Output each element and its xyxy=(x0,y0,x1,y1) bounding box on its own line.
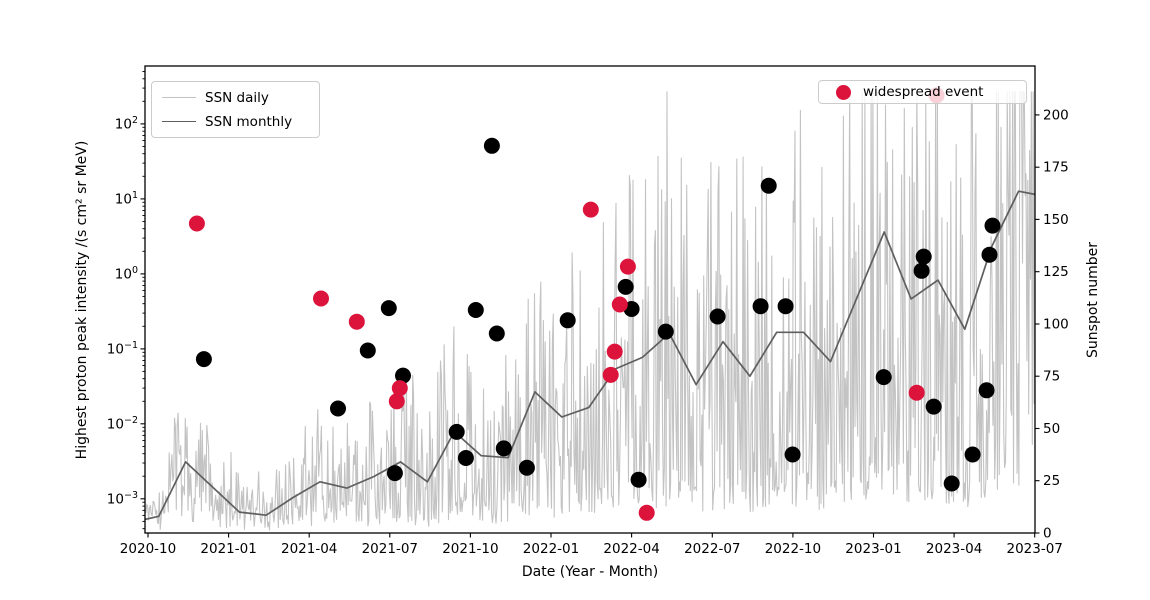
proton-event-dot xyxy=(925,398,942,415)
legend-label-widespread-event: widespread event xyxy=(863,84,984,100)
legend-line-series: SSN daily SSN monthly xyxy=(151,81,320,138)
y-axis-label-right: Sunspot number xyxy=(1085,242,1101,358)
y-right-tick-label: 150 xyxy=(1043,212,1069,228)
proton-event-dot xyxy=(448,423,465,440)
proton-event-dot xyxy=(784,446,801,463)
legend-label-ssn-daily: SSN daily xyxy=(205,89,269,106)
widespread-event-dot xyxy=(908,384,925,401)
widespread-event-dot xyxy=(638,504,655,521)
proton-event-dot xyxy=(380,300,397,317)
x-tick-label: 2022-01 xyxy=(523,541,579,557)
proton-event-dot xyxy=(483,137,500,154)
widespread-event-dot xyxy=(188,215,205,232)
y-right-tick-label: 125 xyxy=(1043,264,1069,280)
proton-event-dot xyxy=(760,177,777,194)
proton-event-dot xyxy=(495,440,512,457)
proton-event-dot xyxy=(617,278,634,295)
proton-event-dot xyxy=(559,312,576,329)
x-tick-label: 2023-01 xyxy=(845,541,901,557)
proton-event-dot xyxy=(913,262,930,279)
y-left-tick-label: 10−1 xyxy=(107,340,138,358)
y-left-tick-label: 10−3 xyxy=(107,490,138,508)
proton-event-dot xyxy=(488,325,505,342)
y-right-tick-label: 200 xyxy=(1043,107,1069,123)
widespread-event-dot xyxy=(619,258,636,275)
y-axis-label-left: Highest proton peak intensity /(s cm² sr… xyxy=(74,140,90,460)
x-tick-label: 2020-10 xyxy=(120,541,176,557)
legend-entry-ssn-monthly: SSN monthly xyxy=(162,113,309,130)
y-left-tick-label: 10−2 xyxy=(107,415,138,433)
proton-event-dot xyxy=(984,217,1001,234)
proton-event-dot xyxy=(964,446,981,463)
widespread-event-dot xyxy=(391,380,408,397)
y-left-tick-label: 101 xyxy=(115,190,138,208)
y-right-tick-label: 75 xyxy=(1043,369,1060,385)
proton-event-dot xyxy=(330,400,346,417)
legend-label-ssn-monthly: SSN monthly xyxy=(205,113,293,130)
x-tick-label: 2021-07 xyxy=(362,541,418,557)
proton-event-dot xyxy=(386,465,403,482)
widespread-event-dot xyxy=(388,393,405,410)
y-left-tick-label: 102 xyxy=(115,115,138,133)
y-right-tick-label: 25 xyxy=(1043,473,1060,489)
ssn-monthly-line-swatch xyxy=(162,121,196,122)
proton-event-dot xyxy=(709,308,726,325)
x-tick-label: 2023-07 xyxy=(1006,541,1062,557)
widespread-event-dot xyxy=(602,366,619,383)
x-tick-label: 2021-01 xyxy=(200,541,256,557)
widespread-event-dot xyxy=(606,343,623,360)
proton-event-dot xyxy=(981,246,998,263)
proton-event-dot xyxy=(395,367,411,384)
proton-event-dot xyxy=(467,302,484,318)
proton-event-dot xyxy=(915,248,932,265)
x-tick-label: 2022-04 xyxy=(603,541,659,557)
x-tick-label: 2022-07 xyxy=(684,541,740,557)
proton-event-dot xyxy=(777,298,794,315)
proton-event-dot xyxy=(195,351,212,368)
proton-event-dot xyxy=(630,471,647,488)
widespread-event-dot xyxy=(582,201,599,218)
widespread-event-dot xyxy=(348,313,365,330)
y-right-tick-label: 50 xyxy=(1043,421,1060,437)
x-tick-label: 2021-04 xyxy=(281,541,337,557)
y-left-tick-label: 100 xyxy=(115,265,138,283)
x-tick-label: 2021-10 xyxy=(442,541,498,557)
x-axis-label: Date (Year - Month) xyxy=(521,564,659,580)
ssn-daily-line xyxy=(145,91,1035,531)
x-tick-label: 2023-04 xyxy=(926,541,982,557)
y-right-tick-label: 175 xyxy=(1043,160,1069,176)
plot-frame xyxy=(144,65,1036,534)
proton-event-dot xyxy=(457,450,474,466)
proton-event-dot xyxy=(978,382,995,399)
proton-event-dot xyxy=(657,323,674,340)
proton-event-dot xyxy=(943,475,960,492)
ssn-monthly-line xyxy=(145,190,1035,521)
widespread-event-dot-swatch xyxy=(836,84,851,100)
x-tick-label: 2022-10 xyxy=(765,541,821,557)
proton-event-dot xyxy=(752,298,769,315)
ssn-daily-line-swatch xyxy=(162,97,196,98)
y-right-tick-label: 0 xyxy=(1043,526,1052,542)
legend-widespread-event: widespread event xyxy=(818,80,1027,104)
widespread-event-dot xyxy=(313,290,329,307)
y-right-tick-label: 100 xyxy=(1043,317,1069,333)
proton-event-dot xyxy=(518,459,535,476)
proton-event-dot xyxy=(359,342,376,359)
widespread-event-dot xyxy=(611,296,628,313)
legend-entry-ssn-daily: SSN daily xyxy=(162,89,309,106)
proton-event-dot xyxy=(875,369,892,386)
